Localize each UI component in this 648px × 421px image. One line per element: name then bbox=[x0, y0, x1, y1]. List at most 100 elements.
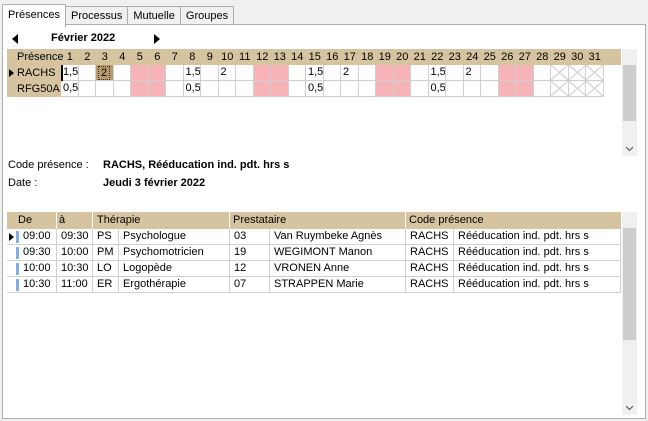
cell-ther-name[interactable]: Psychologue bbox=[119, 229, 230, 245]
day-header[interactable]: 11 bbox=[239, 51, 251, 63]
day-cell[interactable]: 0,5 bbox=[428, 81, 446, 97]
tab-processus[interactable]: Processus bbox=[64, 6, 129, 26]
cell-ther-code[interactable]: ER bbox=[93, 277, 119, 293]
cell-a[interactable]: 10:30 bbox=[57, 261, 93, 277]
cell-a[interactable]: 10:00 bbox=[57, 245, 93, 261]
column-header-code-presence[interactable]: Code présence bbox=[409, 214, 484, 226]
day-cell[interactable] bbox=[446, 65, 464, 81]
day-header[interactable]: 27 bbox=[518, 51, 531, 63]
unavailable-day-cell[interactable] bbox=[568, 81, 586, 97]
day-cell[interactable]: 1,5 bbox=[306, 65, 324, 81]
day-header[interactable]: 31 bbox=[588, 51, 601, 63]
cell-code-desc[interactable]: Rééducation ind. pdt. hrs s bbox=[454, 277, 621, 293]
cell-prest-id[interactable]: 19 bbox=[230, 245, 270, 261]
day-header[interactable]: 12 bbox=[256, 51, 269, 63]
cell-prest-name[interactable]: VRONEN Anne bbox=[270, 261, 406, 277]
day-header[interactable]: 5 bbox=[136, 51, 143, 63]
cell-code[interactable]: RACHS bbox=[406, 245, 454, 261]
unavailable-day-cell[interactable] bbox=[551, 65, 569, 81]
day-header[interactable]: 2 bbox=[84, 51, 91, 63]
day-cell[interactable] bbox=[358, 81, 376, 97]
day-cell[interactable]: 2 bbox=[218, 65, 236, 81]
scroll-down-icon[interactable] bbox=[626, 145, 633, 152]
day-cell[interactable] bbox=[516, 65, 534, 81]
cell-prest-id[interactable]: 12 bbox=[230, 261, 270, 277]
cell-prest-name[interactable]: STRAPPEN Marie bbox=[270, 277, 406, 293]
day-cell[interactable] bbox=[288, 81, 306, 97]
day-cell[interactable] bbox=[271, 81, 289, 97]
previous-month-arrow-icon[interactable] bbox=[12, 34, 18, 44]
attendance-row-code[interactable]: RFG50A bbox=[7, 81, 61, 97]
cell-de[interactable]: 10:30 bbox=[7, 277, 57, 293]
cell-prest-name[interactable]: Van Ruymbeke Agnès bbox=[270, 229, 406, 245]
day-cell[interactable] bbox=[498, 65, 516, 81]
day-header[interactable]: 18 bbox=[361, 51, 374, 63]
cell-prest-name[interactable]: WEGIMONT Manon bbox=[270, 245, 406, 261]
cell-ther-name[interactable]: Logopède bbox=[119, 261, 230, 277]
day-header[interactable]: 17 bbox=[343, 51, 356, 63]
day-cell[interactable] bbox=[393, 81, 411, 97]
cell-de[interactable]: 09:00 bbox=[7, 229, 57, 245]
unavailable-day-cell[interactable] bbox=[586, 81, 604, 97]
cell-code-desc[interactable]: Rééducation ind. pdt. hrs s bbox=[454, 261, 621, 277]
day-cell[interactable] bbox=[323, 65, 341, 81]
day-cell[interactable] bbox=[166, 81, 184, 97]
day-cell[interactable] bbox=[376, 65, 394, 81]
day-cell[interactable] bbox=[463, 81, 481, 97]
day-cell[interactable] bbox=[218, 81, 236, 97]
day-cell[interactable] bbox=[533, 81, 551, 97]
day-cell[interactable] bbox=[411, 81, 429, 97]
day-cell[interactable] bbox=[393, 65, 411, 81]
scroll-down-icon[interactable] bbox=[626, 404, 633, 411]
day-cell[interactable] bbox=[271, 65, 289, 81]
day-cell[interactable] bbox=[113, 65, 131, 81]
unavailable-day-cell[interactable] bbox=[586, 65, 604, 81]
cell-ther-code[interactable]: PM bbox=[93, 245, 119, 261]
day-header[interactable]: 13 bbox=[273, 51, 286, 63]
day-cell[interactable] bbox=[498, 81, 516, 97]
table-row[interactable]: 09:30 10:00 PM Psychomotricien 19 WEGIMONT Ma… bbox=[7, 245, 621, 261]
day-cell[interactable]: 1,5 bbox=[61, 65, 79, 81]
day-cell[interactable] bbox=[131, 65, 149, 81]
day-cell[interactable]: 2 bbox=[463, 65, 481, 81]
cell-de[interactable]: 09:30 bbox=[7, 245, 57, 261]
day-cell[interactable] bbox=[533, 65, 551, 81]
day-header[interactable]: 9 bbox=[206, 51, 213, 63]
day-header[interactable]: 15 bbox=[308, 51, 321, 63]
cell-a[interactable]: 09:30 bbox=[57, 229, 93, 245]
day-cell[interactable] bbox=[481, 81, 499, 97]
grid-scroll-thumb[interactable] bbox=[623, 65, 636, 121]
column-header-de[interactable]: De bbox=[18, 214, 33, 226]
day-cell[interactable] bbox=[201, 65, 219, 81]
day-cell[interactable] bbox=[131, 81, 149, 97]
column-header-prestataire[interactable]: Prestataire bbox=[233, 214, 287, 226]
day-header[interactable]: 28 bbox=[536, 51, 549, 63]
day-header[interactable]: 10 bbox=[221, 51, 234, 63]
day-cell[interactable] bbox=[148, 81, 166, 97]
day-cell[interactable]: 2 bbox=[341, 65, 359, 81]
day-header[interactable]: 19 bbox=[378, 51, 391, 63]
day-header[interactable]: 23 bbox=[448, 51, 461, 63]
day-header[interactable]: 25 bbox=[483, 51, 496, 63]
tab-groupes[interactable]: Groupes bbox=[179, 6, 235, 26]
cell-prest-id[interactable]: 03 bbox=[230, 229, 270, 245]
day-header[interactable]: 1 bbox=[66, 51, 73, 63]
day-cell[interactable] bbox=[253, 65, 271, 81]
day-cell[interactable] bbox=[481, 65, 499, 81]
day-cell[interactable] bbox=[288, 65, 306, 81]
day-header[interactable]: 22 bbox=[431, 51, 444, 63]
day-header[interactable]: 20 bbox=[396, 51, 409, 63]
cell-code[interactable]: RACHS bbox=[406, 277, 454, 293]
day-cell[interactable] bbox=[78, 65, 96, 81]
cell-ther-name[interactable]: Ergothérapie bbox=[119, 277, 230, 293]
day-header[interactable]: 8 bbox=[189, 51, 196, 63]
tab-presences[interactable]: Présences bbox=[2, 4, 66, 27]
day-cell[interactable]: 1,5 bbox=[183, 65, 201, 81]
table-row[interactable]: 10:30 11:00 ER Ergothérapie 07 STRAPPEN Marie… bbox=[7, 277, 621, 293]
day-header[interactable]: 30 bbox=[571, 51, 584, 63]
day-cell[interactable] bbox=[253, 81, 271, 97]
cell-prest-id[interactable]: 07 bbox=[230, 277, 270, 293]
day-cell[interactable] bbox=[166, 65, 184, 81]
day-cell[interactable]: 0,5 bbox=[306, 81, 324, 97]
table-row[interactable]: 10:00 10:30 LO Logopède 12 VRONEN Anne RACHS Ré… bbox=[7, 261, 621, 277]
